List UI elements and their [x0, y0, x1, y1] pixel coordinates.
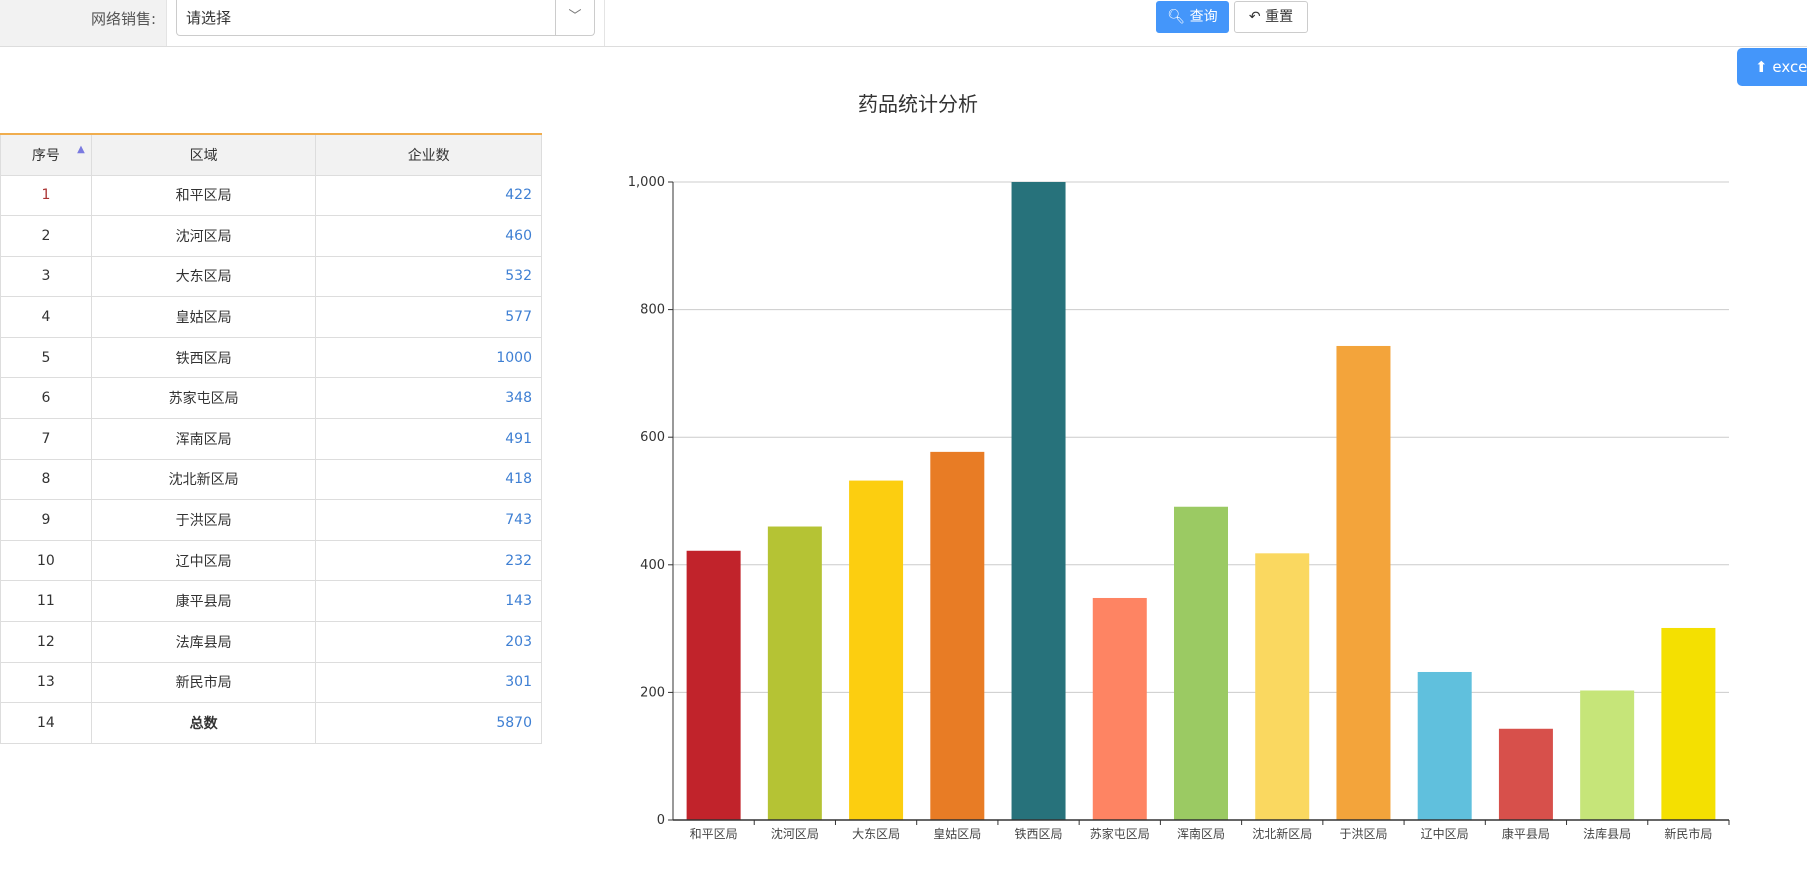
header-region[interactable]: 区域 — [90, 133, 317, 176]
chevron-down-icon[interactable]: ﹀ — [555, 0, 594, 35]
x-tick-label: 苏家屯区局 — [1090, 826, 1150, 841]
export-label: excel — [1772, 58, 1807, 76]
table-row: 2 沈河区局 460 — [0, 215, 542, 257]
row-index: 8 — [0, 458, 92, 501]
row-index: 10 — [0, 539, 92, 582]
row-region: 皇姑区局 — [90, 296, 317, 338]
filter-bar: 网络销售: 请选择 ﹀ 🔍︎ 查询 ↶ 重置 — [0, 0, 1807, 47]
reset-button[interactable]: ↶ 重置 — [1234, 1, 1308, 33]
row-region: 苏家屯区局 — [90, 377, 317, 420]
chart-title: 药品统计分析 — [858, 92, 978, 116]
row-region: 总数 — [90, 702, 317, 744]
table-row: 3 大东区局 532 — [0, 255, 542, 298]
row-count: 460 — [315, 215, 542, 257]
bar — [1417, 671, 1472, 820]
x-tick-label: 于洪区局 — [1339, 827, 1387, 841]
x-tick-label: 法库县局 — [1583, 826, 1631, 841]
row-region: 和平区局 — [90, 174, 317, 217]
row-count: 348 — [315, 377, 542, 420]
x-tick-label: 和平区局 — [690, 827, 738, 841]
bar — [1498, 728, 1553, 820]
bar — [1661, 627, 1716, 820]
stats-table: 序号 ▲ 区域 企业数 1 和平区局 422 2 沈河区局 460 3 大东区局 532 4 皇姑区局… — [0, 133, 542, 744]
x-tick-label: 沈北新区局 — [1252, 826, 1312, 841]
x-tick-label: 皇姑区局 — [933, 827, 981, 841]
search-icon: 🔍︎ — [1167, 9, 1186, 25]
query-button[interactable]: 🔍︎ 查询 — [1156, 1, 1229, 33]
x-tick-label: 康平县局 — [1502, 826, 1550, 841]
row-index: 1 — [0, 174, 92, 217]
x-tick-label: 新民市局 — [1664, 826, 1712, 841]
row-count: 532 — [315, 255, 542, 298]
table-row: 9 于洪区局 743 — [0, 499, 542, 541]
table-row: 11 康平县局 143 — [0, 580, 542, 623]
row-region: 康平县局 — [90, 580, 317, 623]
bar — [1011, 182, 1066, 820]
row-region: 铁西区局 — [90, 336, 317, 379]
table-row: 10 辽中区局 232 — [0, 539, 542, 582]
row-region: 浑南区局 — [90, 418, 317, 460]
row-index: 13 — [0, 661, 92, 704]
bar — [686, 550, 741, 820]
bar — [1174, 506, 1228, 820]
online-sales-select[interactable]: 请选择 ﹀ — [176, 0, 595, 36]
y-tick-label: 400 — [640, 558, 665, 573]
table-row: 6 苏家屯区局 348 — [0, 377, 542, 420]
row-count: 232 — [315, 539, 542, 582]
row-region: 沈北新区局 — [90, 458, 317, 501]
row-region: 于洪区局 — [90, 499, 317, 541]
table-row: 14 总数 5870 — [0, 702, 542, 744]
row-region: 沈河区局 — [90, 215, 317, 257]
filter-select-cell: 请选择 ﹀ — [167, 0, 605, 46]
x-tick-label: 浑南区局 — [1177, 826, 1225, 841]
undo-icon: ↶ — [1248, 9, 1261, 25]
reset-label: 重置 — [1265, 9, 1294, 25]
header-label: 序号 — [31, 147, 60, 164]
row-count: 1000 — [315, 336, 542, 379]
row-index: 7 — [0, 418, 92, 460]
y-tick-label: 1,000 — [628, 175, 665, 190]
query-label: 查询 — [1189, 9, 1218, 25]
row-region: 新民市局 — [90, 661, 317, 704]
y-tick-label: 800 — [640, 303, 665, 318]
row-count: 418 — [315, 458, 542, 501]
bar — [1336, 345, 1391, 820]
row-index: 2 — [0, 215, 92, 257]
x-tick-label: 铁西区局 — [1015, 827, 1063, 841]
x-tick-label: 沈河区局 — [771, 826, 819, 841]
upload-icon: ⬆ — [1755, 58, 1768, 76]
filter-label: 网络销售: — [90, 10, 156, 28]
row-count: 5870 — [315, 702, 542, 744]
row-index: 3 — [0, 255, 92, 298]
bar — [1580, 690, 1635, 820]
x-tick-label: 大东区局 — [852, 827, 900, 841]
row-region: 大东区局 — [90, 255, 317, 298]
row-count: 143 — [315, 580, 542, 623]
table-row: 5 铁西区局 1000 — [0, 336, 542, 379]
table-row: 7 浑南区局 491 — [0, 418, 542, 460]
header-index[interactable]: 序号 ▲ — [0, 133, 92, 176]
bar — [849, 480, 904, 820]
table-row: 8 沈北新区局 418 — [0, 458, 542, 501]
y-tick-label: 0 — [657, 813, 665, 828]
select-value: 请选择 — [186, 9, 232, 27]
sort-asc-icon[interactable]: ▲ — [77, 144, 85, 155]
row-index: 11 — [0, 580, 92, 623]
table-row: 13 新民市局 301 — [0, 661, 542, 704]
bar — [1092, 597, 1147, 820]
y-tick-label: 600 — [640, 430, 665, 445]
filter-label-cell: 网络销售: — [0, 0, 167, 46]
y-tick-label: 200 — [640, 685, 665, 700]
header-count[interactable]: 企业数 — [315, 133, 542, 176]
row-index: 5 — [0, 336, 92, 379]
row-index: 14 — [0, 702, 92, 744]
row-count: 743 — [315, 499, 542, 541]
bar — [1255, 553, 1310, 820]
row-count: 491 — [315, 418, 542, 460]
bar — [767, 526, 822, 820]
x-tick-label: 辽中区局 — [1421, 826, 1469, 841]
export-excel-button[interactable]: ⬆ excel — [1737, 48, 1807, 86]
bar — [930, 451, 985, 820]
